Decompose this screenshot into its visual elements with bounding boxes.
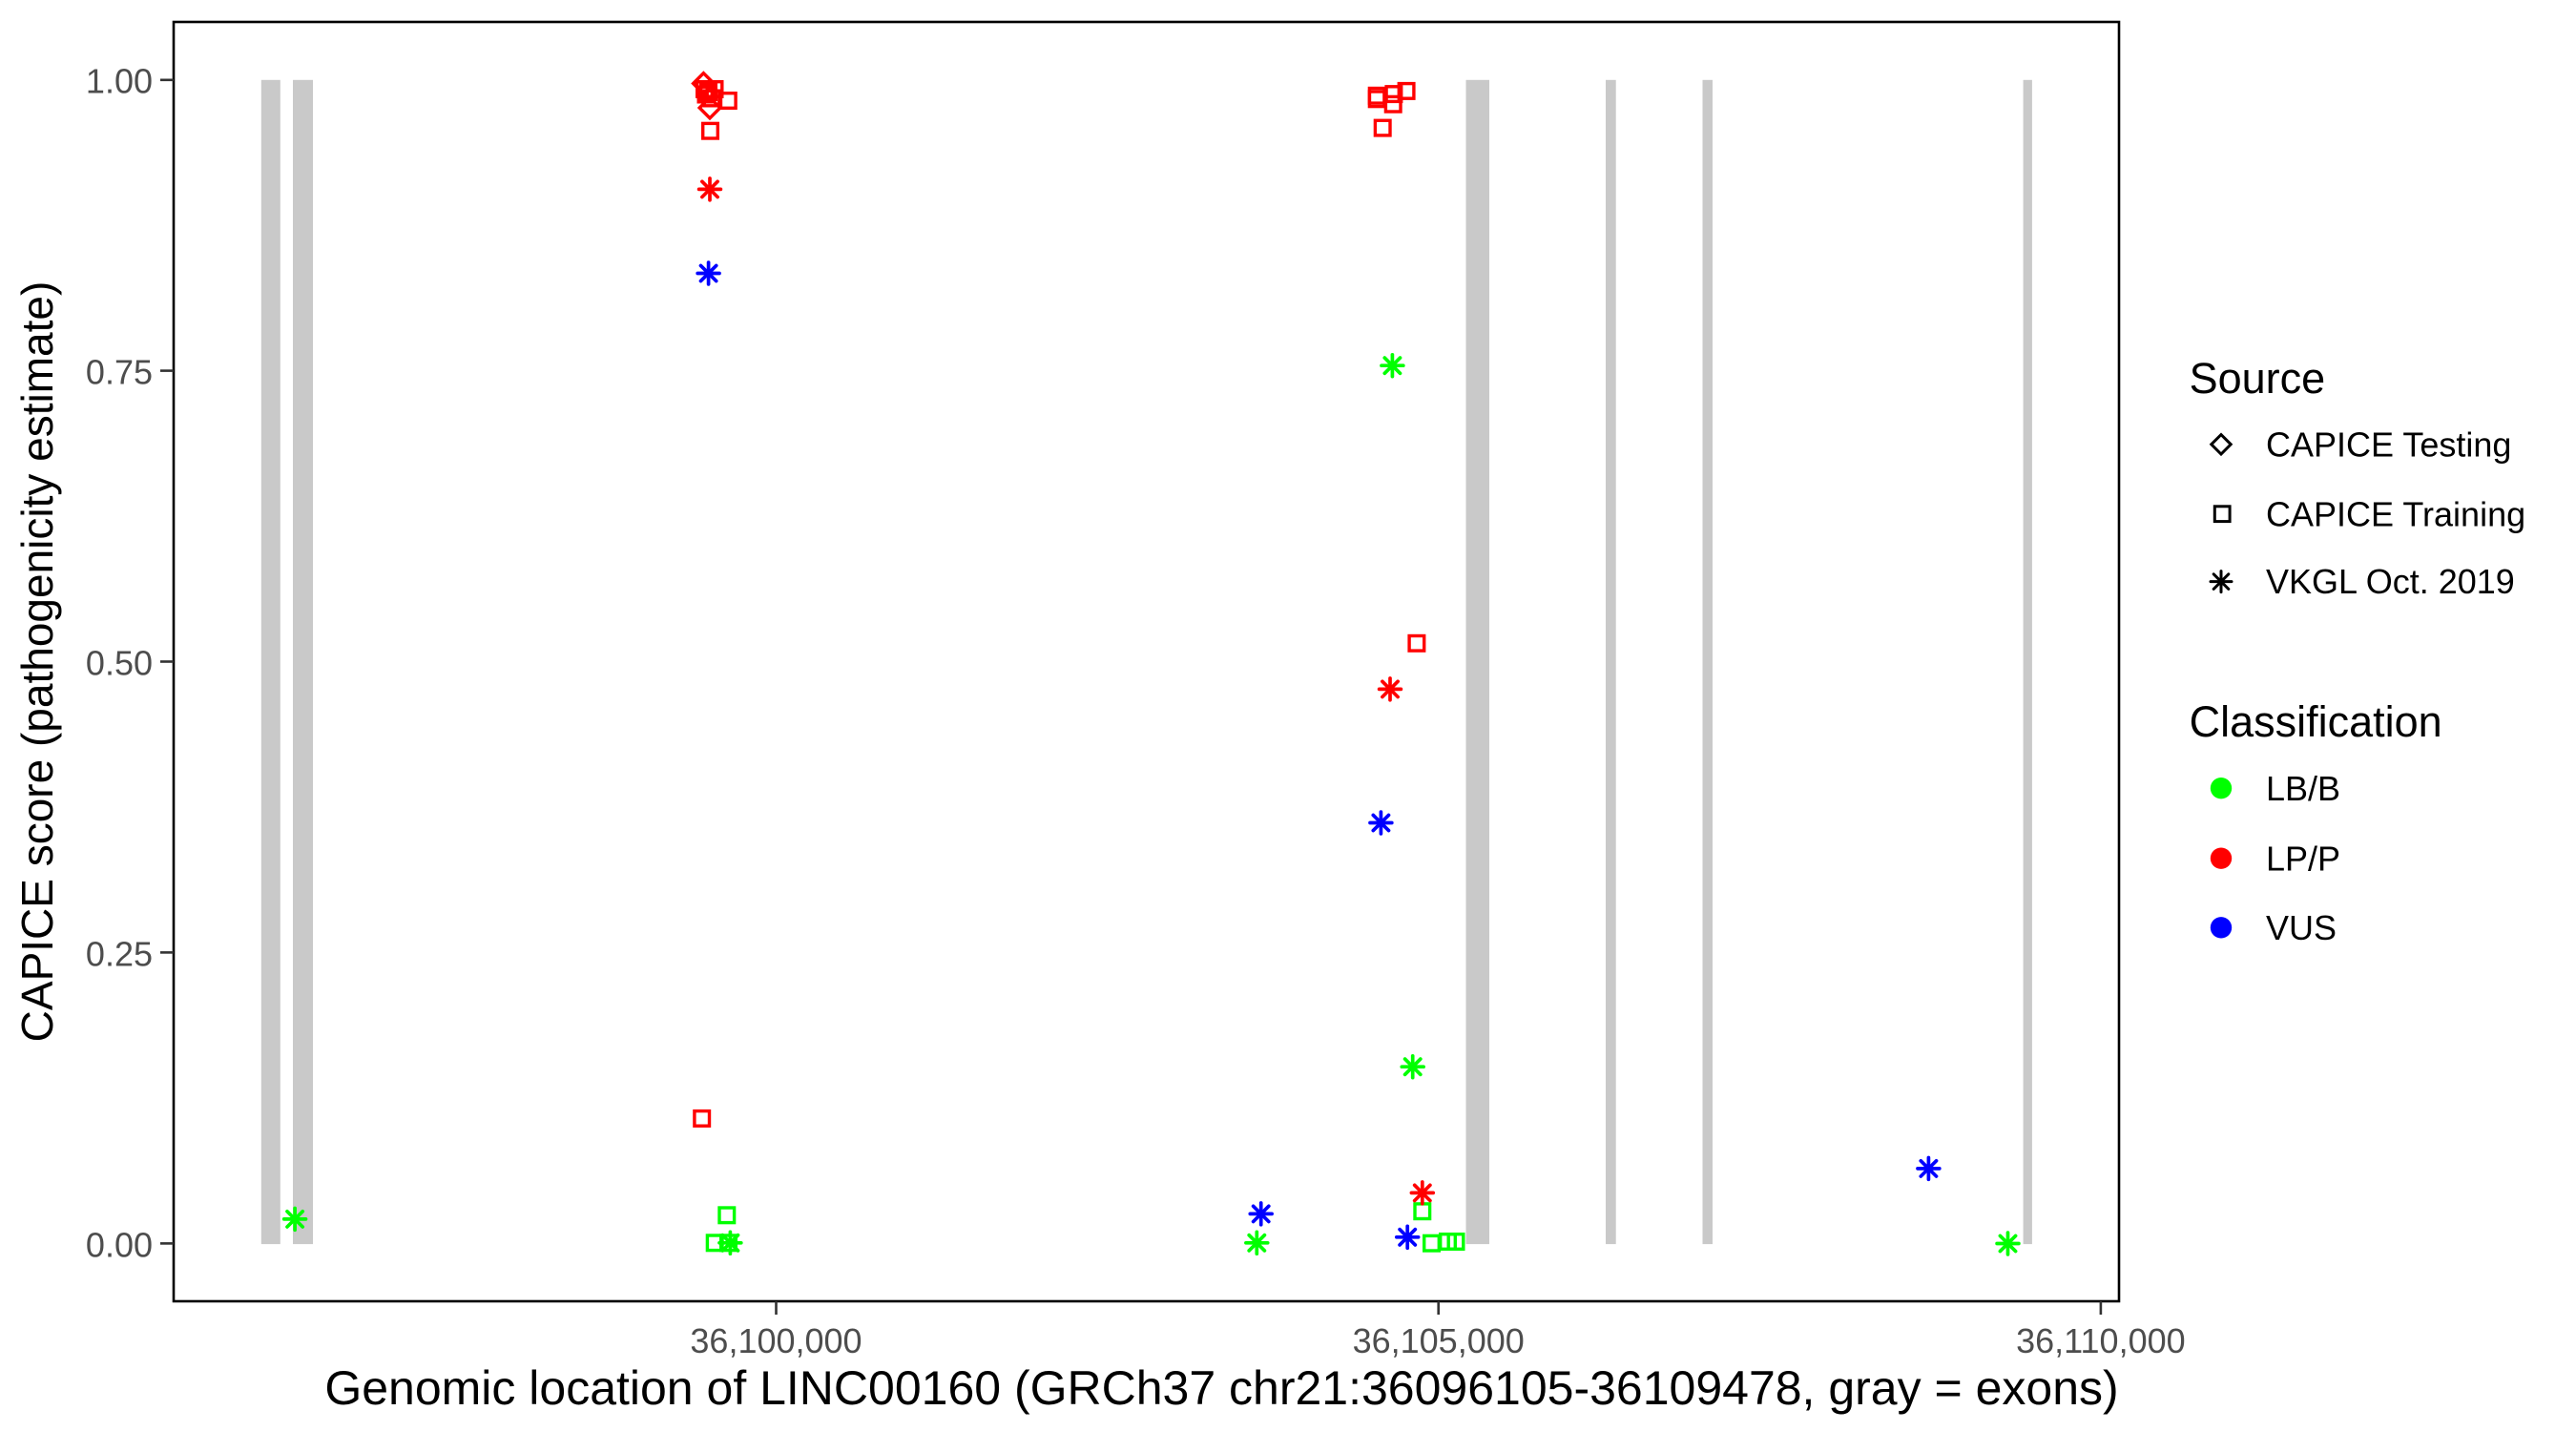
svg-text:CAPICE Training: CAPICE Training (2266, 494, 2525, 533)
svg-text:0.00: 0.00 (86, 1225, 153, 1264)
svg-text:36,110,000: 36,110,000 (2016, 1321, 2186, 1360)
svg-text:0.75: 0.75 (86, 353, 153, 392)
svg-text:36,105,000: 36,105,000 (1353, 1321, 1525, 1360)
svg-text:VUS: VUS (2266, 908, 2337, 947)
svg-text:0.25: 0.25 (86, 934, 153, 973)
svg-text:CAPICE Testing: CAPICE Testing (2266, 425, 2511, 464)
svg-text:CAPICE score (pathogenicity es: CAPICE score (pathogenicity estimate) (12, 281, 62, 1043)
svg-text:VKGL Oct. 2019: VKGL Oct. 2019 (2266, 562, 2515, 601)
svg-text:LP/P: LP/P (2266, 839, 2340, 878)
svg-text:LB/B: LB/B (2266, 769, 2340, 808)
svg-text:Genomic location of LINC00160: Genomic location of LINC00160 (GRCh37 ch… (324, 1361, 2118, 1415)
svg-text:1.00: 1.00 (86, 62, 153, 101)
svg-text:Source: Source (2190, 354, 2326, 403)
svg-text:0.50: 0.50 (86, 643, 153, 682)
svg-text:36,100,000: 36,100,000 (690, 1321, 862, 1360)
svg-text:Classification: Classification (2190, 697, 2442, 746)
